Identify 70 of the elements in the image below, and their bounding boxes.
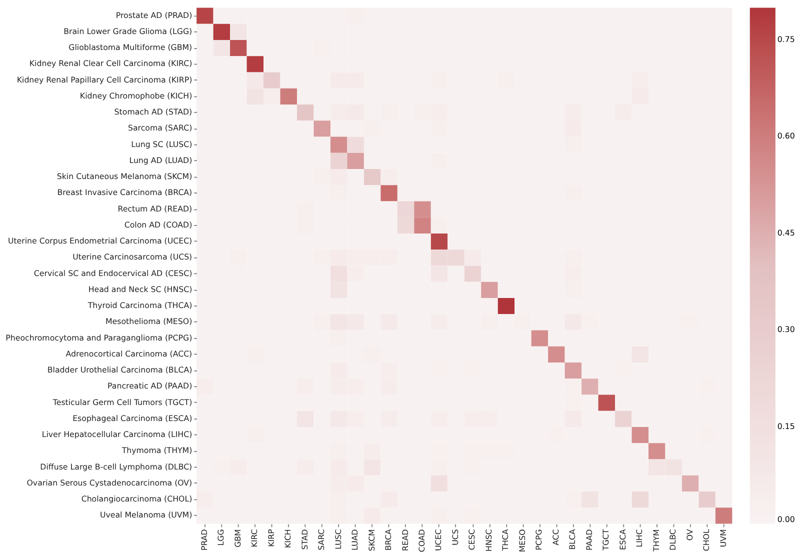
y-tick-label: Uterine Carcinosarcoma (UCS) [72,252,192,262]
y-tick-label: Liver Hepatocellular Carcinoma (LIHC) [42,430,192,440]
y-tick-label: Lung SC (LUSC) [131,140,192,149]
y-tick-label: Kidney Renal Clear Cell Carcinoma (KIRC) [29,59,192,68]
x-tick-label: LUSC [334,528,343,550]
y-tick-label: Bladder Urothelial Carcinoma (BLCA) [47,366,192,375]
x-tick-label: THYM [652,528,661,552]
x-tick-label: PCPG [534,529,544,550]
x-tick-label: UVM [718,528,728,548]
y-tick-label: Ovarian Serous Cystadenocarcinoma (OV) [26,478,192,488]
x-tick-label: HNSC [484,528,494,552]
y-tick-label: Uterine Corpus Endometrial Carcinoma (UCEC) [8,236,192,246]
color-bar-label: 0.75 [777,34,795,44]
y-tick-label: Pancreatic AD (PAAD) [108,382,192,391]
x-tick-label: LIHC [635,528,644,548]
x-tick-label: TGCT [602,528,611,552]
x-tick-label: COAD [417,529,426,552]
y-tick-label: Cholangiocarcinoma (CHOL) [81,494,192,504]
y-tick-label: Brain Lower Grade Glioma (LGG) [64,26,192,36]
x-tick-label: OV [685,528,694,541]
x-tick-label: KICH [284,529,293,548]
x-tick-label: BLCA [568,528,578,550]
y-tick-label: Head and Neck SC (HNSC) [88,284,192,294]
x-tick-label: UCEC [434,528,444,551]
y-tick-label: Colon AD (COAD) [124,220,192,230]
x-tick-label: CESC [468,528,477,550]
color-bar-label: 0.60 [777,132,795,141]
x-tick-label: READ [400,529,410,552]
y-tick-label: Rectum AD (READ) [118,204,192,214]
y-tick-label: Lung AD (LUAD) [129,156,192,165]
color-bar-label: 0.30 [777,325,795,334]
x-tick-label: KIRC [250,528,260,548]
y-tick-label: Mesothelioma (MESO) [106,317,192,326]
y-tick-label: Testicular Germ Cell Tumors (TGCT) [52,398,192,407]
x-tick-label: SARC [317,528,326,550]
y-tick-label: Diffuse Large B-cell Lymphoma (DLBC) [40,462,192,472]
y-tick-label: Thymoma (THYM) [120,446,192,456]
y-tick-label: Stomach AD (STAD) [114,108,192,117]
y-tick-label: Adrenocortical Carcinoma (ACC) [66,349,192,358]
y-tick-label: Glioblastoma Multiforme (GBM) [68,43,192,52]
y-tick-label: Thyroid Carcinoma (THCA) [86,301,192,310]
x-tick-label: DLBC [668,528,678,550]
x-tick-label: PRAD [200,529,209,550]
y-tick-label: Breast Invasive Carcinoma (BRCA) [57,188,192,198]
x-tick-label: UCS [450,529,460,546]
y-tick-label: Skin Cutaneous Melanoma (SKCM) [56,172,192,182]
y-tick-label: Sarcoma (SARC) [128,124,192,133]
x-tick-label: ESCA [618,528,628,550]
x-tick-label: STAD [300,529,310,550]
x-tick-label: CHOL [702,528,712,552]
x-tick-label: LGG [216,529,226,546]
y-tick-label: Prostate AD (PRAD) [116,10,192,20]
x-tick-label: ACC [551,528,560,546]
x-tick-label: KIRP [266,528,276,547]
color-bar-label: 0.15 [777,422,795,431]
y-tick-label: Kidney Renal Papillary Cell Carcinoma (KIRP) [16,75,192,84]
y-tick-label: Kidney Chromophobe (KICH) [80,91,192,100]
x-tick-label: LUAD [350,529,360,550]
x-tick-label: GBM [233,528,242,548]
y-tick-label: Esophageal Carcinoma (ESCA) [72,414,192,423]
y-tick-label: Uveal Melanoma (UVM) [100,510,192,520]
color-bar-label: 0.45 [777,228,795,238]
x-tick-label: THCA [501,528,510,552]
x-tick-label: SKCM [367,528,376,552]
y-tick-label: Cervical SC and Endocervical AD (CESC) [34,268,192,278]
color-bar-label: 0.00 [777,514,795,524]
x-tick-label: BRCA [384,528,394,550]
x-tick-label: PAAD [584,529,594,550]
y-tick-label: Pheochromocytoma and Paraganglioma (PCPG) [6,333,192,342]
x-tick-label: MESO [518,529,527,552]
